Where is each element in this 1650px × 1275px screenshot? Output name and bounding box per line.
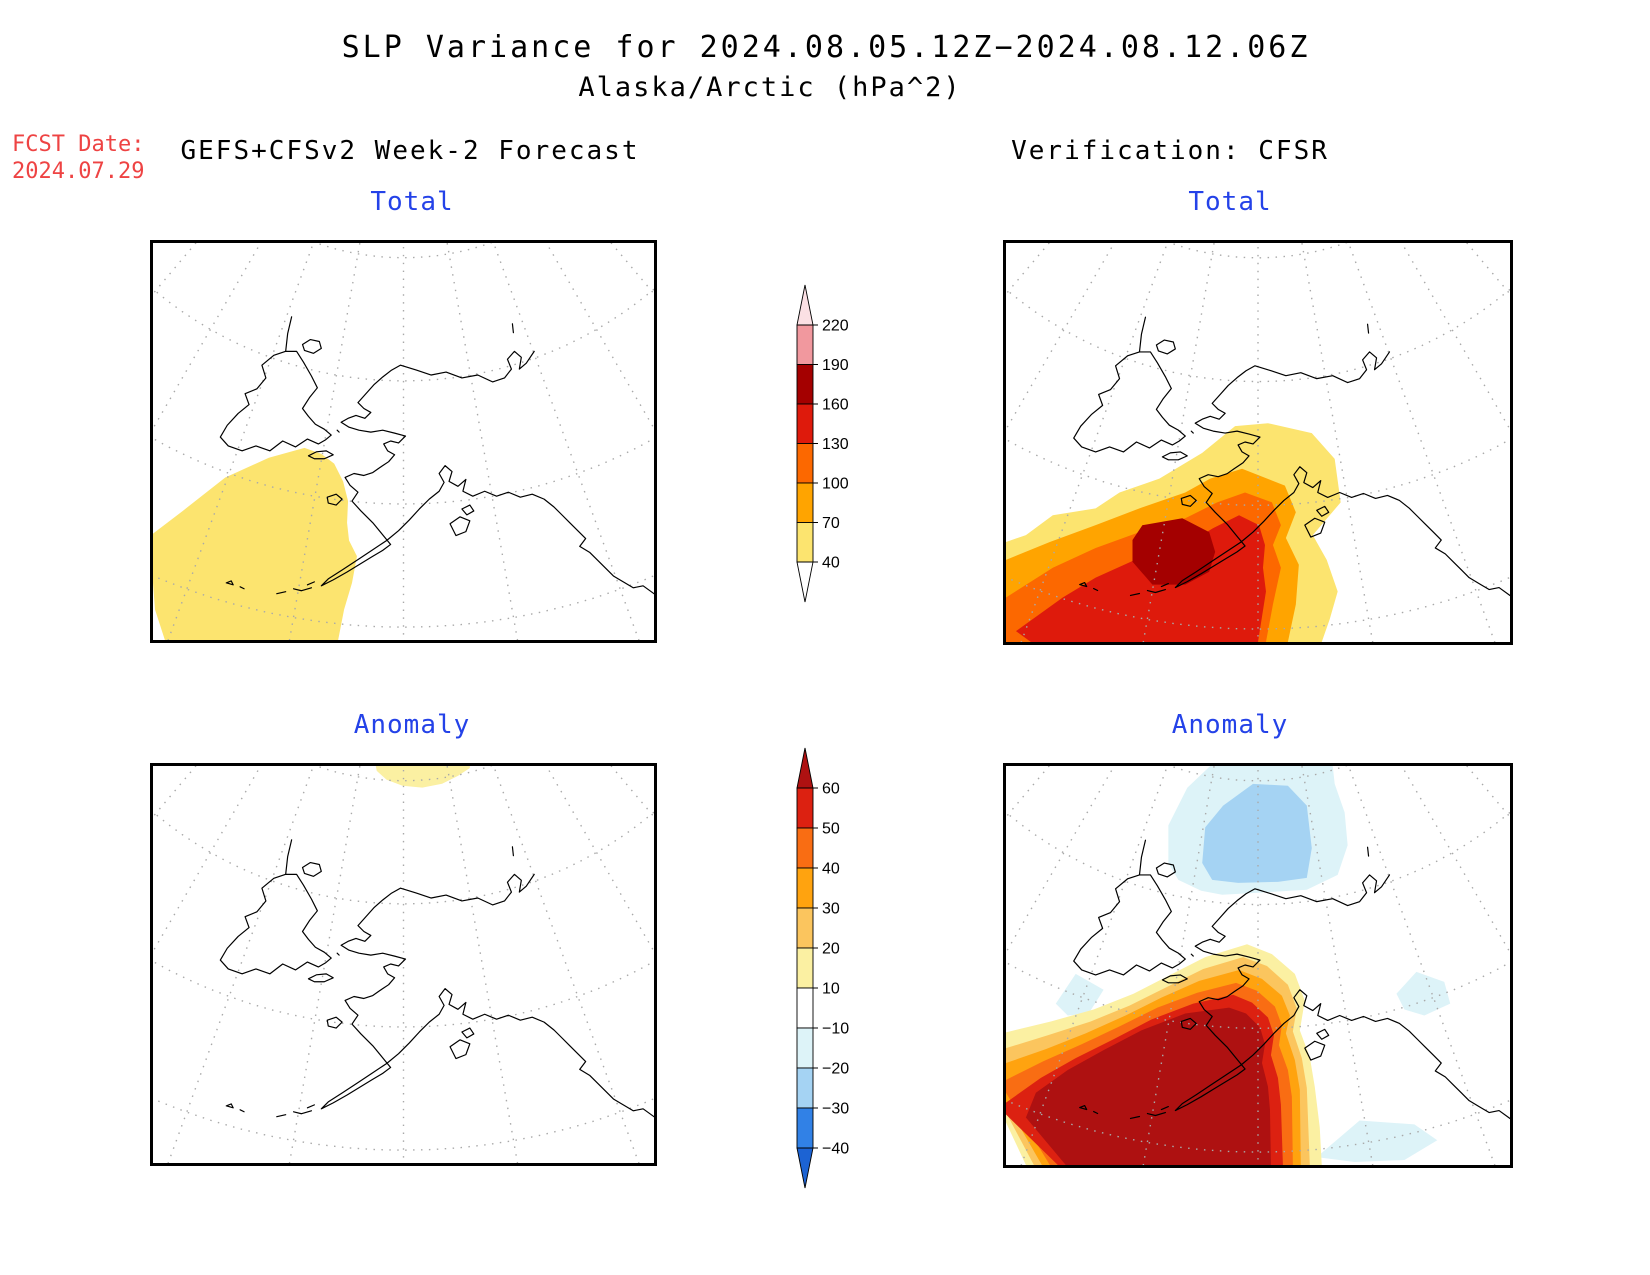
svg-text:40: 40 xyxy=(822,861,840,878)
svg-text:20: 20 xyxy=(822,941,840,958)
svg-text:130: 130 xyxy=(822,436,849,453)
figure-title: SLP Variance for 2024.08.05.12Z−2024.08.… xyxy=(341,30,1311,65)
panel-title-verification-anomaly: Anomaly xyxy=(1171,710,1289,740)
colorbar-anomaly: 60 50 40 30 20 10 −10 −20 −30 −40 xyxy=(796,747,849,1189)
map-verification-total xyxy=(1006,243,1510,642)
map-verification-anomaly xyxy=(1006,766,1510,1165)
svg-text:30: 30 xyxy=(822,901,840,918)
svg-text:−40: −40 xyxy=(822,1141,849,1158)
svg-text:−10: −10 xyxy=(822,1021,849,1038)
svg-text:10: 10 xyxy=(822,981,840,998)
svg-text:70: 70 xyxy=(822,515,840,532)
svg-text:40: 40 xyxy=(822,555,840,572)
panel-title-forecast-total: Total xyxy=(370,187,454,217)
svg-text:190: 190 xyxy=(822,357,849,374)
panel-title-forecast-anomaly: Anomaly xyxy=(353,710,471,740)
figure-subtitle: Alaska/Arctic (hPa^2) xyxy=(578,72,962,103)
left-column-header: GEFS+CFSv2 Week-2 Forecast xyxy=(180,136,640,166)
svg-text:−30: −30 xyxy=(822,1101,849,1118)
panel-title-verification-total: Total xyxy=(1188,187,1272,217)
map-panel-verification-total xyxy=(1003,240,1513,645)
map-forecast-anomaly xyxy=(153,766,654,1163)
svg-text:100: 100 xyxy=(822,476,849,493)
svg-text:220: 220 xyxy=(822,318,849,335)
svg-text:160: 160 xyxy=(822,397,849,414)
fcst-date-label: FCST Date: xyxy=(12,132,145,157)
map-panel-forecast-anomaly xyxy=(150,763,657,1166)
svg-text:60: 60 xyxy=(822,781,840,798)
right-column-header: Verification: CFSR xyxy=(1011,136,1329,166)
map-panel-forecast-total xyxy=(150,240,657,643)
fcst-date-block: FCST Date: 2024.07.29 xyxy=(12,131,144,185)
svg-text:50: 50 xyxy=(822,821,840,838)
svg-text:−20: −20 xyxy=(822,1061,849,1078)
map-forecast-total xyxy=(153,243,654,640)
fcst-date-value: 2024.07.29 xyxy=(12,159,145,184)
colorbar-total: 220 190 160 130 100 70 40 xyxy=(796,284,849,603)
map-panel-verification-anomaly xyxy=(1003,763,1513,1168)
